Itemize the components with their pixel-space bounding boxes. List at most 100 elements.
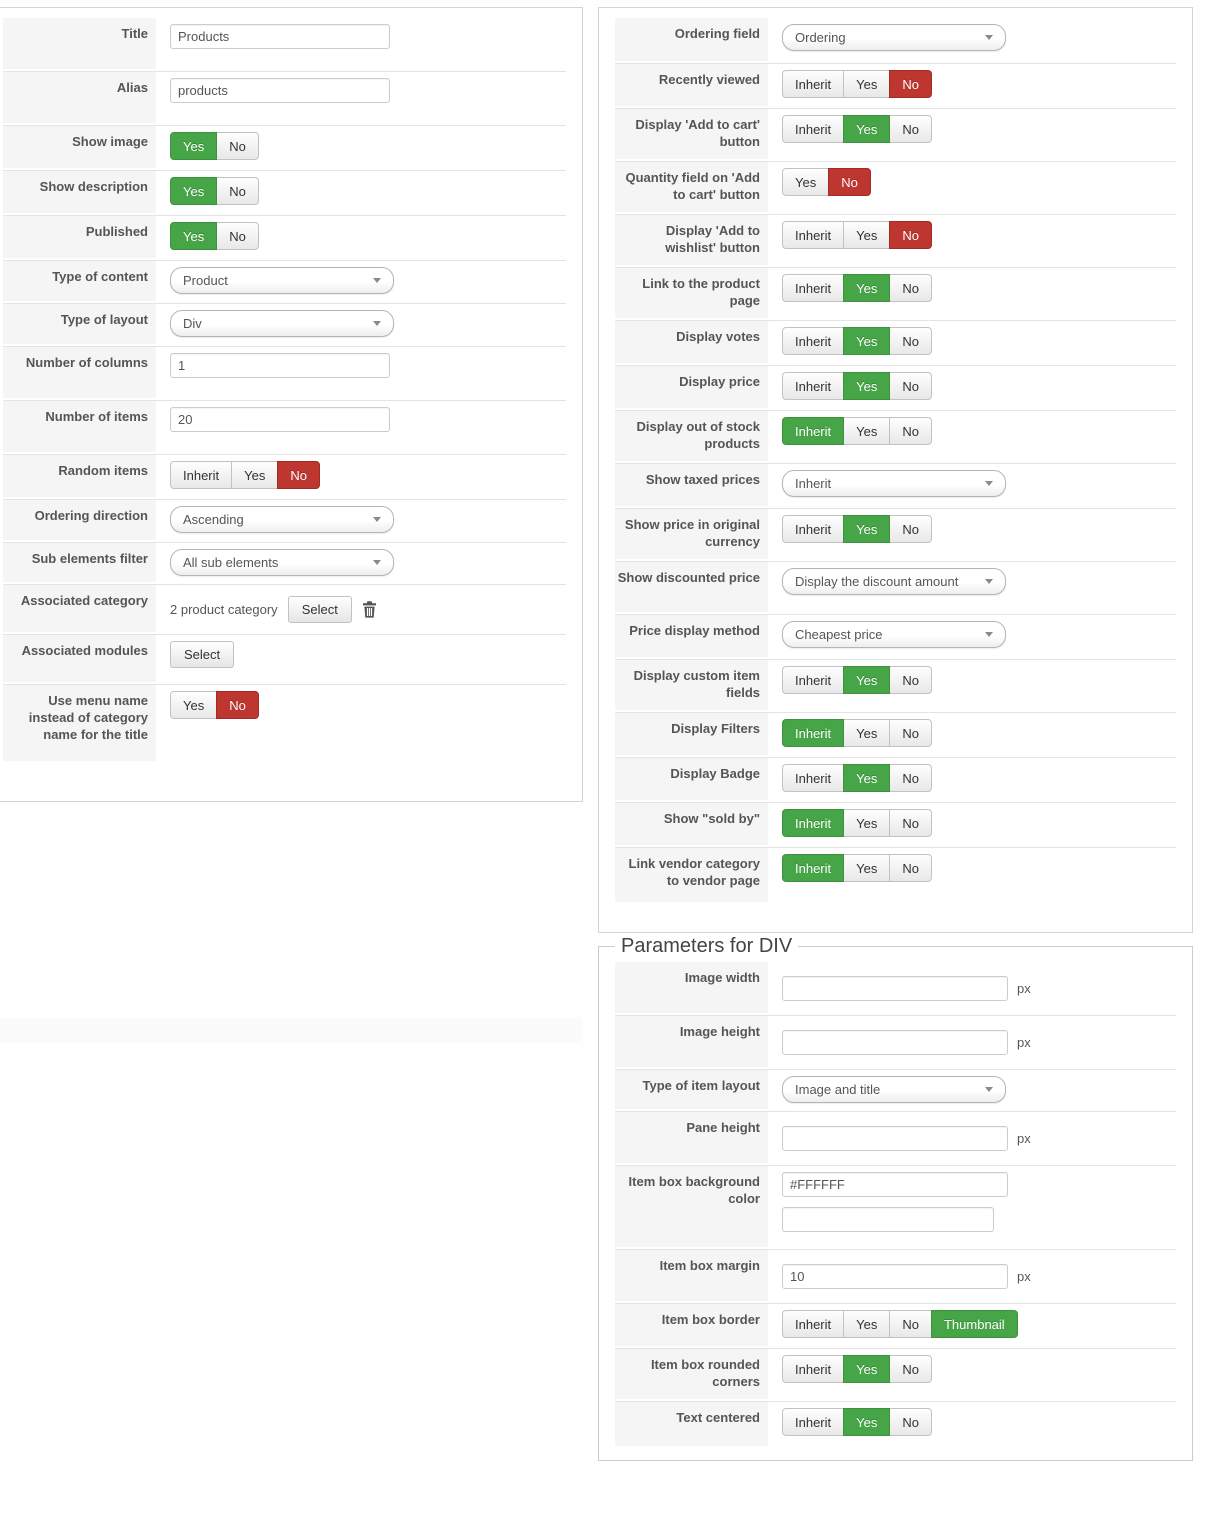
link-product-page-yes-button[interactable]: Yes [843, 274, 891, 302]
display-out-of-stock-inherit-button[interactable]: Inherit [782, 417, 845, 445]
display-votes-no-button[interactable]: No [889, 327, 932, 355]
show-price-original-currency-inherit-button[interactable]: Inherit [782, 515, 845, 543]
recently-viewed-yes-button[interactable]: Yes [843, 70, 891, 98]
link-vendor-category-no-button[interactable]: No [889, 854, 932, 882]
display-add-to-cart-yes-button[interactable]: Yes [843, 115, 891, 143]
row-ordering-direction: Ordering direction Ascending [3, 500, 566, 543]
quantity-field-yes-button[interactable]: Yes [782, 168, 830, 196]
display-wishlist-yes-button[interactable]: Yes [843, 221, 891, 249]
display-filters-no-button[interactable]: No [889, 719, 932, 747]
field-label: Show taxed prices [615, 464, 768, 506]
number-of-items-input[interactable] [170, 407, 390, 432]
link-product-page-inherit-button[interactable]: Inherit [782, 274, 845, 302]
show-image-no-button[interactable]: No [216, 132, 259, 160]
item-box-rounded-corners-yes-button[interactable]: Yes [843, 1355, 891, 1383]
text-centered-yes-button[interactable]: Yes [843, 1408, 891, 1436]
random-items-inherit-button[interactable]: Inherit [170, 461, 233, 489]
show-description-no-button[interactable]: No [216, 177, 259, 205]
select-value: Image and title [795, 1082, 881, 1097]
display-custom-item-fields-inherit-button[interactable]: Inherit [782, 666, 845, 694]
show-taxed-prices-select[interactable]: Inherit [782, 470, 1006, 497]
show-discounted-price-select[interactable]: Display the discount amount [782, 568, 1006, 595]
sub-elements-filter-select[interactable]: All sub elements [170, 549, 394, 576]
field-label: Pane height [615, 1112, 768, 1163]
price-display-method-select[interactable]: Cheapest price [782, 621, 1006, 648]
display-price-no-button[interactable]: No [889, 372, 932, 400]
item-box-background-color-input-2[interactable] [782, 1207, 994, 1232]
display-badge-yes-button[interactable]: Yes [843, 764, 891, 792]
item-box-rounded-corners-no-button[interactable]: No [889, 1355, 932, 1383]
display-price-yes-button[interactable]: Yes [843, 372, 891, 400]
item-box-border-no-button[interactable]: No [889, 1310, 932, 1338]
show-price-original-currency-yes-button[interactable]: Yes [843, 515, 891, 543]
item-box-background-color-input[interactable] [782, 1172, 1008, 1197]
recently-viewed-inherit-button[interactable]: Inherit [782, 70, 845, 98]
display-price-inherit-button[interactable]: Inherit [782, 372, 845, 400]
display-votes-inherit-button[interactable]: Inherit [782, 327, 845, 355]
field-label: Recently viewed [615, 64, 768, 106]
use-menu-name-yes-button[interactable]: Yes [170, 691, 218, 719]
number-of-columns-input[interactable] [170, 353, 390, 378]
pane-height-input[interactable] [782, 1126, 1008, 1151]
item-box-margin-input[interactable] [782, 1264, 1008, 1289]
trash-icon[interactable] [362, 601, 377, 618]
show-image-yes-button[interactable]: Yes [170, 132, 218, 160]
type-of-content-select[interactable]: Product [170, 267, 394, 294]
field-label: Show description [3, 171, 156, 213]
show-sold-by-no-button[interactable]: No [889, 809, 932, 837]
display-badge-inherit-button[interactable]: Inherit [782, 764, 845, 792]
item-box-border-inherit-button[interactable]: Inherit [782, 1310, 845, 1338]
title-input[interactable] [170, 24, 390, 49]
field-label: Type of layout [3, 304, 156, 344]
published-yes-button[interactable]: Yes [170, 222, 218, 250]
display-custom-item-fields-yes-button[interactable]: Yes [843, 666, 891, 694]
chevron-down-icon [373, 517, 381, 522]
row-show-image: Show image Yes No [3, 126, 566, 171]
display-filters-yes-button[interactable]: Yes [843, 719, 891, 747]
random-items-toggle: Inherit Yes No [170, 461, 320, 489]
use-menu-name-no-button[interactable]: No [216, 691, 259, 719]
show-description-yes-button[interactable]: Yes [170, 177, 218, 205]
display-wishlist-inherit-button[interactable]: Inherit [782, 221, 845, 249]
type-of-layout-select[interactable]: Div [170, 310, 394, 337]
select-value: Display the discount amount [795, 574, 959, 589]
random-items-no-button[interactable]: No [277, 461, 320, 489]
show-sold-by-yes-button[interactable]: Yes [843, 809, 891, 837]
show-price-original-currency-no-button[interactable]: No [889, 515, 932, 543]
type-of-item-layout-select[interactable]: Image and title [782, 1076, 1006, 1103]
recently-viewed-no-button[interactable]: No [889, 70, 932, 98]
associated-modules-select-button[interactable]: Select [170, 641, 235, 668]
display-custom-item-fields-no-button[interactable]: No [889, 666, 932, 694]
published-no-button[interactable]: No [216, 222, 259, 250]
item-box-rounded-corners-inherit-button[interactable]: Inherit [782, 1355, 845, 1383]
ordering-field-select[interactable]: Ordering [782, 24, 1006, 51]
display-out-of-stock-yes-button[interactable]: Yes [843, 417, 891, 445]
image-height-input[interactable] [782, 1030, 1008, 1055]
unit-suffix: px [1017, 981, 1031, 996]
display-votes-yes-button[interactable]: Yes [843, 327, 891, 355]
item-box-border-yes-button[interactable]: Yes [843, 1310, 891, 1338]
associated-category-select-button[interactable]: Select [287, 596, 352, 623]
row-text-centered: Text centered Inherit Yes No [615, 1402, 1176, 1448]
display-out-of-stock-no-button[interactable]: No [889, 417, 932, 445]
text-centered-no-button[interactable]: No [889, 1408, 932, 1436]
display-add-to-cart-no-button[interactable]: No [889, 115, 932, 143]
item-box-border-thumbnail-button[interactable]: Thumbnail [930, 1310, 1018, 1338]
display-badge-no-button[interactable]: No [889, 764, 932, 792]
display-wishlist-no-button[interactable]: No [889, 221, 932, 249]
link-vendor-category-inherit-button[interactable]: Inherit [782, 854, 845, 882]
published-toggle: Yes No [170, 222, 259, 250]
show-sold-by-inherit-button[interactable]: Inherit [782, 809, 845, 837]
alias-input[interactable] [170, 78, 390, 103]
link-vendor-category-yes-button[interactable]: Yes [843, 854, 891, 882]
display-add-to-cart-inherit-button[interactable]: Inherit [782, 115, 845, 143]
text-centered-inherit-button[interactable]: Inherit [782, 1408, 845, 1436]
display-filters-inherit-button[interactable]: Inherit [782, 719, 845, 747]
field-label: Show image [3, 126, 156, 168]
ordering-direction-select[interactable]: Ascending [170, 506, 394, 533]
quantity-field-no-button[interactable]: No [828, 168, 871, 196]
image-width-input[interactable] [782, 976, 1008, 1001]
random-items-yes-button[interactable]: Yes [231, 461, 279, 489]
link-product-page-no-button[interactable]: No [889, 274, 932, 302]
